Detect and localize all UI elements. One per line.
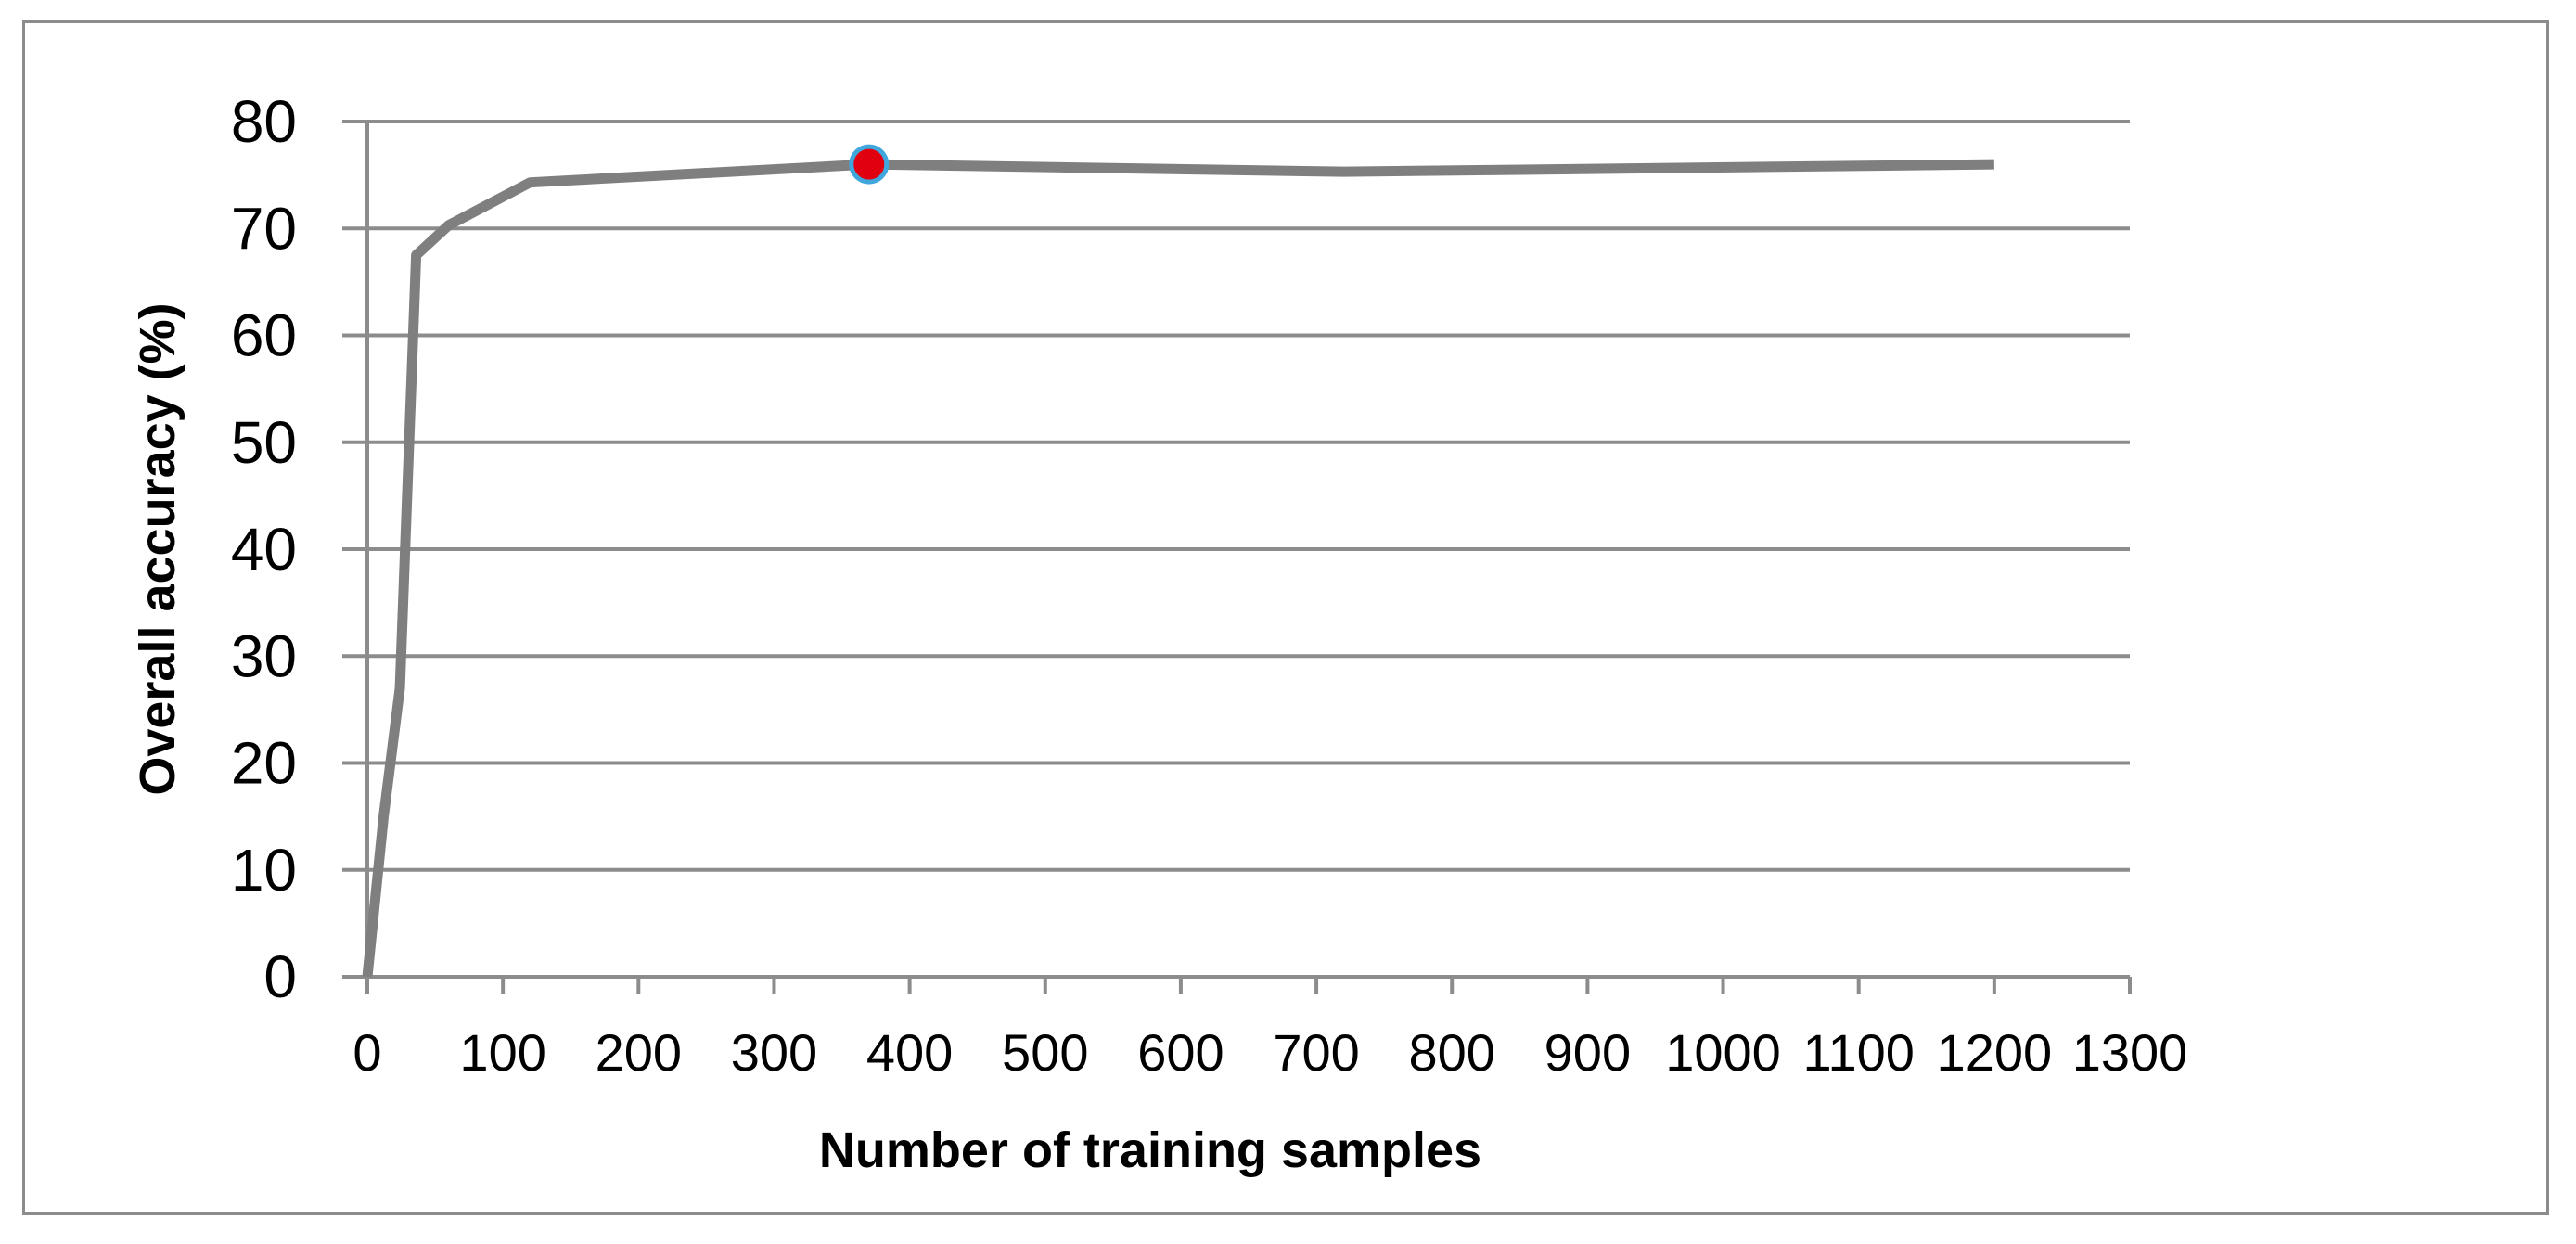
- y-tick-label-10: 10: [231, 837, 297, 904]
- x-tick-label-300: 300: [731, 1023, 817, 1082]
- x-tick-label-600: 600: [1137, 1023, 1224, 1082]
- data-series: [362, 159, 1995, 978]
- x-tick-label-1100: 1100: [1802, 1023, 1914, 1082]
- chart-frame: [22, 20, 2549, 1215]
- x-tick-label-400: 400: [866, 1023, 953, 1082]
- y-tick-label-0: 0: [263, 943, 297, 1010]
- y-axis-title: Overall accuracy (%): [130, 302, 186, 795]
- highlight-layer: [849, 144, 890, 185]
- y-tick-label-20: 20: [231, 730, 297, 797]
- y-tick-label-50: 50: [231, 409, 297, 476]
- x-tick-label-500: 500: [1002, 1023, 1088, 1082]
- x-tick-label-1000: 1000: [1665, 1023, 1781, 1082]
- x-tick-label-1200: 1200: [1937, 1023, 2053, 1082]
- data-point-0-7: [1342, 171, 1344, 173]
- y-tick-labels: 0 10 20 30 40 50 60 70 80: [231, 88, 297, 1010]
- gridlines: [342, 120, 2130, 872]
- x-tick-label-700: 700: [1273, 1023, 1359, 1082]
- data-point-0-1: [383, 815, 385, 817]
- data-point-0-4: [448, 224, 450, 226]
- x-tick-label-1300: 1300: [2072, 1023, 2188, 1082]
- data-point-0-8: [1993, 163, 1995, 165]
- x-axis-title: Number of training samples: [819, 1122, 1481, 1178]
- data-point-0-3: [416, 254, 417, 256]
- y-tick-label-80: 80: [231, 88, 297, 155]
- x-tick-label-800: 800: [1409, 1023, 1495, 1082]
- x-tick-label-0: 0: [352, 1023, 381, 1082]
- y-tick-label-60: 60: [231, 302, 297, 369]
- y-tick-label-40: 40: [231, 516, 297, 583]
- series-line-0: [362, 159, 1994, 978]
- highlight-point-marker: [849, 144, 890, 185]
- x-tick-label-100: 100: [459, 1023, 545, 1082]
- data-point-0-2: [399, 687, 401, 689]
- data-point-0-5: [529, 182, 531, 184]
- x-tick-label-200: 200: [596, 1023, 682, 1082]
- data-point-0-0: [366, 976, 368, 978]
- y-tick-label-70: 70: [231, 195, 297, 262]
- axes: [342, 122, 2132, 994]
- x-tick-label-900: 900: [1544, 1023, 1631, 1082]
- y-tick-label-30: 30: [231, 622, 297, 689]
- x-tick-labels: 0 100 200 300 400 500 600 700 800 900 1000 1100 1200…: [352, 1023, 2187, 1082]
